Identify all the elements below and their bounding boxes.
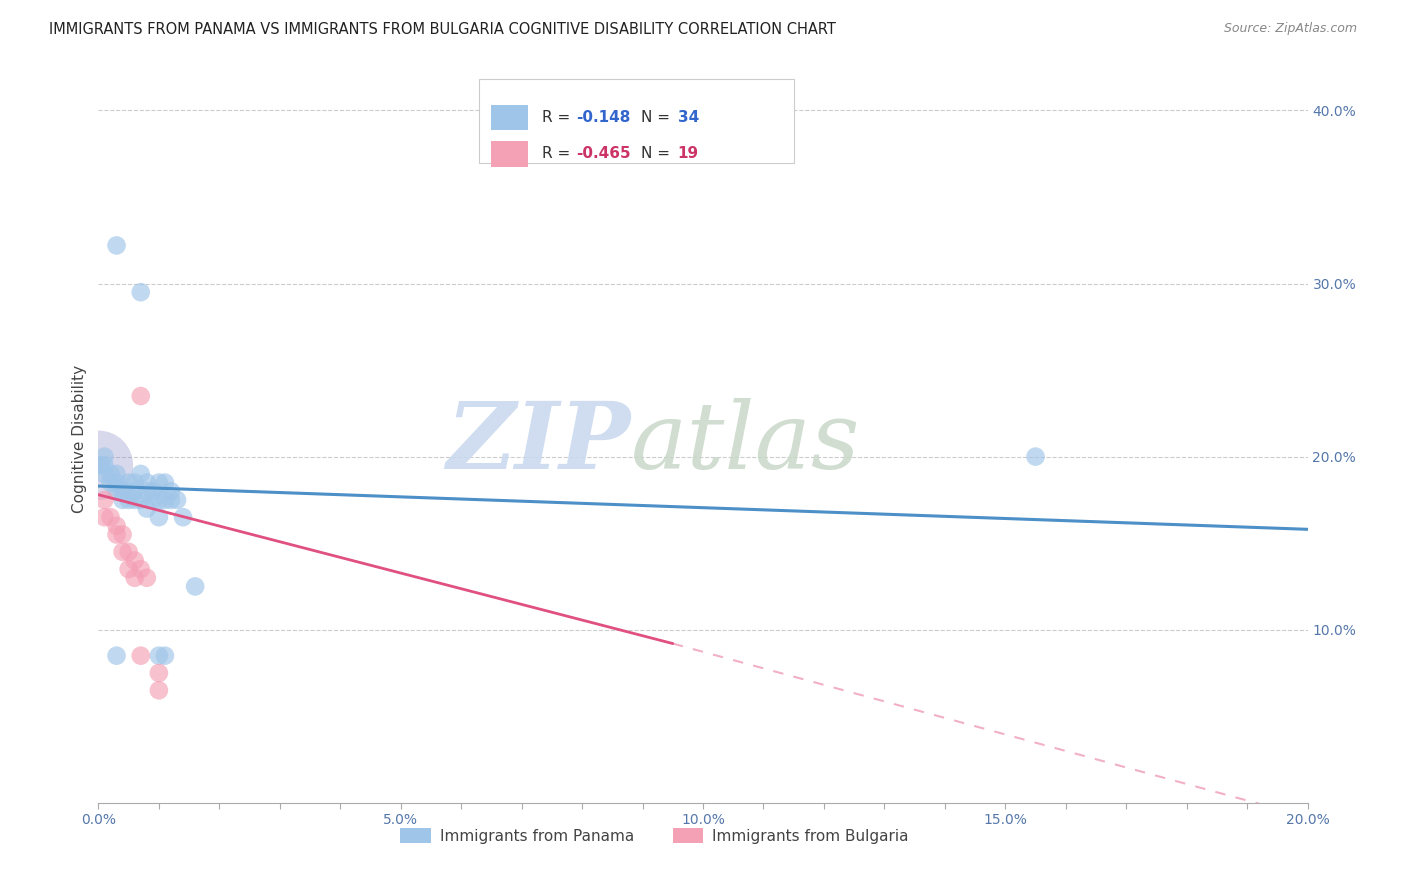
Point: [111, 492, 134, 507]
Point: [1024, 450, 1046, 464]
Point: [100, 475, 122, 490]
Point: [111, 545, 134, 559]
Point: [124, 484, 146, 499]
Point: [172, 510, 194, 524]
Point: [129, 562, 152, 576]
Point: [135, 571, 157, 585]
Point: [118, 475, 141, 490]
Point: [105, 648, 128, 663]
Point: [153, 475, 176, 490]
Point: [124, 492, 146, 507]
Text: ZIP: ZIP: [446, 398, 630, 488]
Text: IMMIGRANTS FROM PANAMA VS IMMIGRANTS FROM BULGARIA COGNITIVE DISABILITY CORRELAT: IMMIGRANTS FROM PANAMA VS IMMIGRANTS FRO…: [49, 22, 837, 37]
Text: Source: ZipAtlas.com: Source: ZipAtlas.com: [1223, 22, 1357, 36]
Point: [148, 683, 170, 698]
Point: [135, 501, 157, 516]
Point: [93, 467, 115, 481]
Text: 34: 34: [678, 110, 699, 125]
Point: [184, 579, 207, 593]
Point: [118, 545, 141, 559]
Point: [93, 450, 115, 464]
Point: [100, 467, 122, 481]
FancyBboxPatch shape: [492, 141, 527, 167]
Legend: Immigrants from Panama, Immigrants from Bulgaria: Immigrants from Panama, Immigrants from …: [394, 822, 915, 850]
Point: [148, 475, 170, 490]
Point: [142, 492, 165, 507]
Point: [118, 562, 141, 576]
Point: [135, 475, 157, 490]
Point: [129, 285, 152, 300]
Point: [111, 527, 134, 541]
Point: [105, 467, 128, 481]
Point: [105, 527, 128, 541]
Point: [142, 484, 165, 499]
Point: [153, 492, 176, 507]
Point: [153, 648, 176, 663]
Point: [111, 484, 134, 499]
Point: [93, 492, 115, 507]
Point: [124, 571, 146, 585]
Text: R =: R =: [543, 110, 575, 125]
Point: [90, 458, 112, 473]
Point: [105, 238, 128, 252]
Point: [129, 648, 152, 663]
Point: [118, 492, 141, 507]
Y-axis label: Cognitive Disability: Cognitive Disability: [72, 365, 87, 514]
Point: [93, 510, 115, 524]
Text: atlas: atlas: [630, 398, 860, 488]
Point: [166, 492, 188, 507]
Point: [93, 458, 115, 473]
Point: [105, 475, 128, 490]
Text: -0.148: -0.148: [576, 110, 630, 125]
Point: [129, 389, 152, 403]
Point: [129, 492, 152, 507]
Text: 19: 19: [678, 146, 699, 161]
Point: [135, 484, 157, 499]
Point: [124, 475, 146, 490]
Text: N =: N =: [641, 146, 675, 161]
FancyBboxPatch shape: [492, 105, 527, 130]
Point: [124, 553, 146, 567]
Point: [87, 458, 110, 473]
Point: [148, 510, 170, 524]
Point: [148, 648, 170, 663]
Point: [148, 665, 170, 680]
Point: [160, 492, 183, 507]
Point: [148, 492, 170, 507]
Point: [129, 467, 152, 481]
Point: [160, 484, 183, 499]
Point: [105, 519, 128, 533]
Point: [100, 510, 122, 524]
Text: R =: R =: [543, 146, 575, 161]
Text: -0.465: -0.465: [576, 146, 631, 161]
Text: N =: N =: [641, 110, 675, 125]
FancyBboxPatch shape: [479, 79, 793, 163]
Point: [105, 484, 128, 499]
